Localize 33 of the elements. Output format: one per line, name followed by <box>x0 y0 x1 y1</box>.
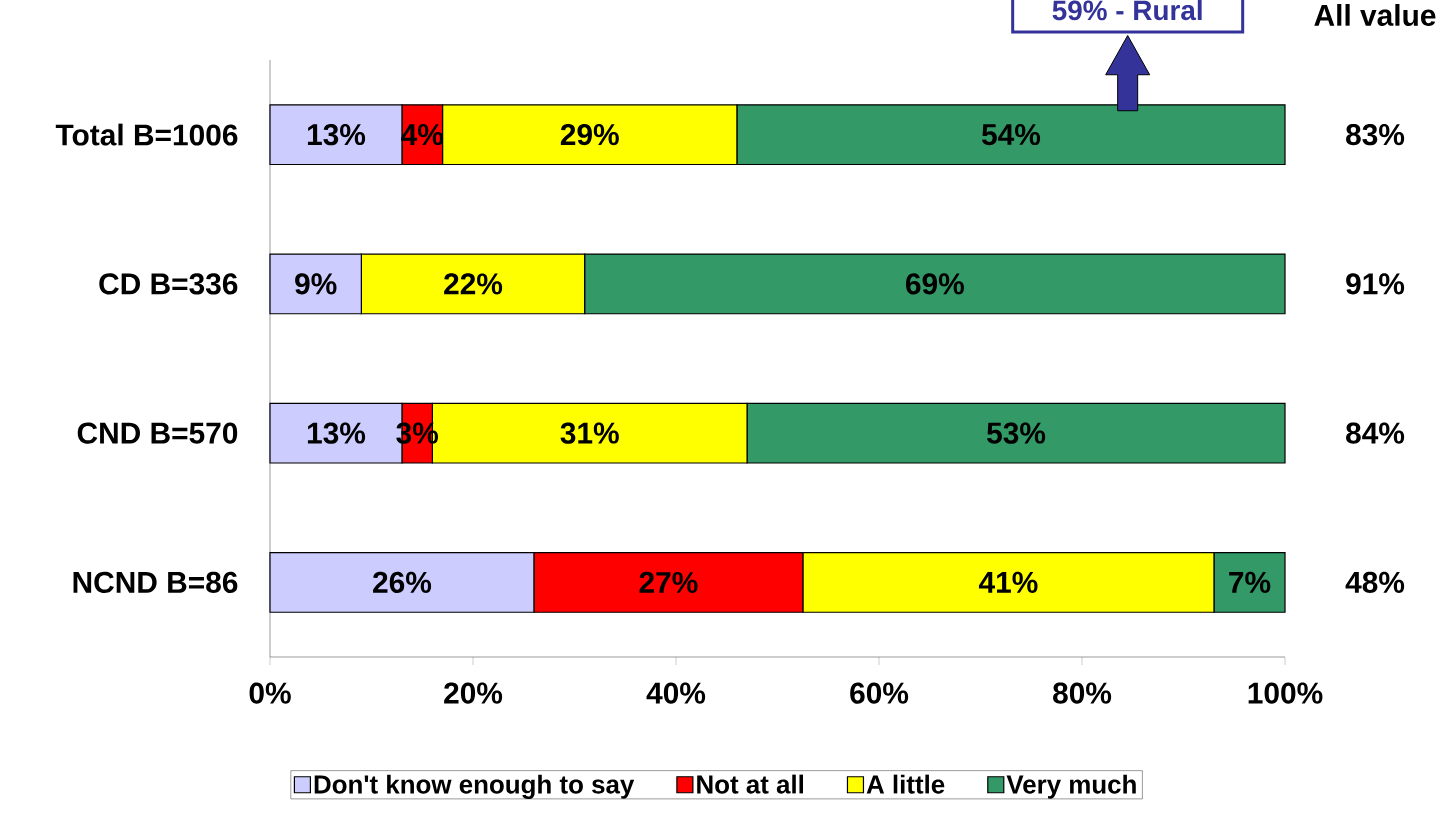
data-label: 26% <box>373 571 432 593</box>
text: 91% <box>1346 273 1405 295</box>
legend-label: Very much <box>1006 774 1136 799</box>
data-label: 29% <box>560 124 619 146</box>
data-label: 27% <box>639 571 698 593</box>
data-label: 54% <box>981 124 1041 146</box>
text: 84% <box>1346 422 1405 444</box>
data-label: 22% <box>444 273 503 295</box>
y-tick-label: CND B=570 <box>77 422 238 444</box>
y-tick-label: CD B=336 <box>99 273 238 295</box>
legend-label: Not at all <box>697 774 804 794</box>
text: 83% <box>1346 124 1405 146</box>
y-tick-label: Total B=1006 <box>55 123 238 146</box>
data-label: 41% <box>978 571 1038 593</box>
data-label: 9% <box>295 273 337 295</box>
x-tick-label: 20% <box>444 682 503 704</box>
data-label: 53% <box>987 422 1046 444</box>
x-tick-label: 80% <box>1053 682 1112 704</box>
data-label: 13% <box>307 124 366 146</box>
legend-label: A little <box>866 774 945 794</box>
legend-label: Don't know enough to say <box>314 774 635 799</box>
x-tick-label: 40% <box>646 682 706 704</box>
x-tick-label: 0% <box>249 682 291 704</box>
text: 59% - Rural <box>1052 0 1202 21</box>
y-tick-label: NCND B=86 <box>73 571 238 593</box>
data-label: 69% <box>906 273 964 295</box>
text: 48% <box>1345 571 1405 593</box>
x-tick-label: 100% <box>1248 682 1323 704</box>
text: All value <box>1314 4 1436 26</box>
x-tick-label: 60% <box>850 682 909 704</box>
data-label: 31% <box>560 422 619 444</box>
data-label: 7% <box>1229 571 1271 593</box>
data-label: 13% <box>307 422 366 444</box>
